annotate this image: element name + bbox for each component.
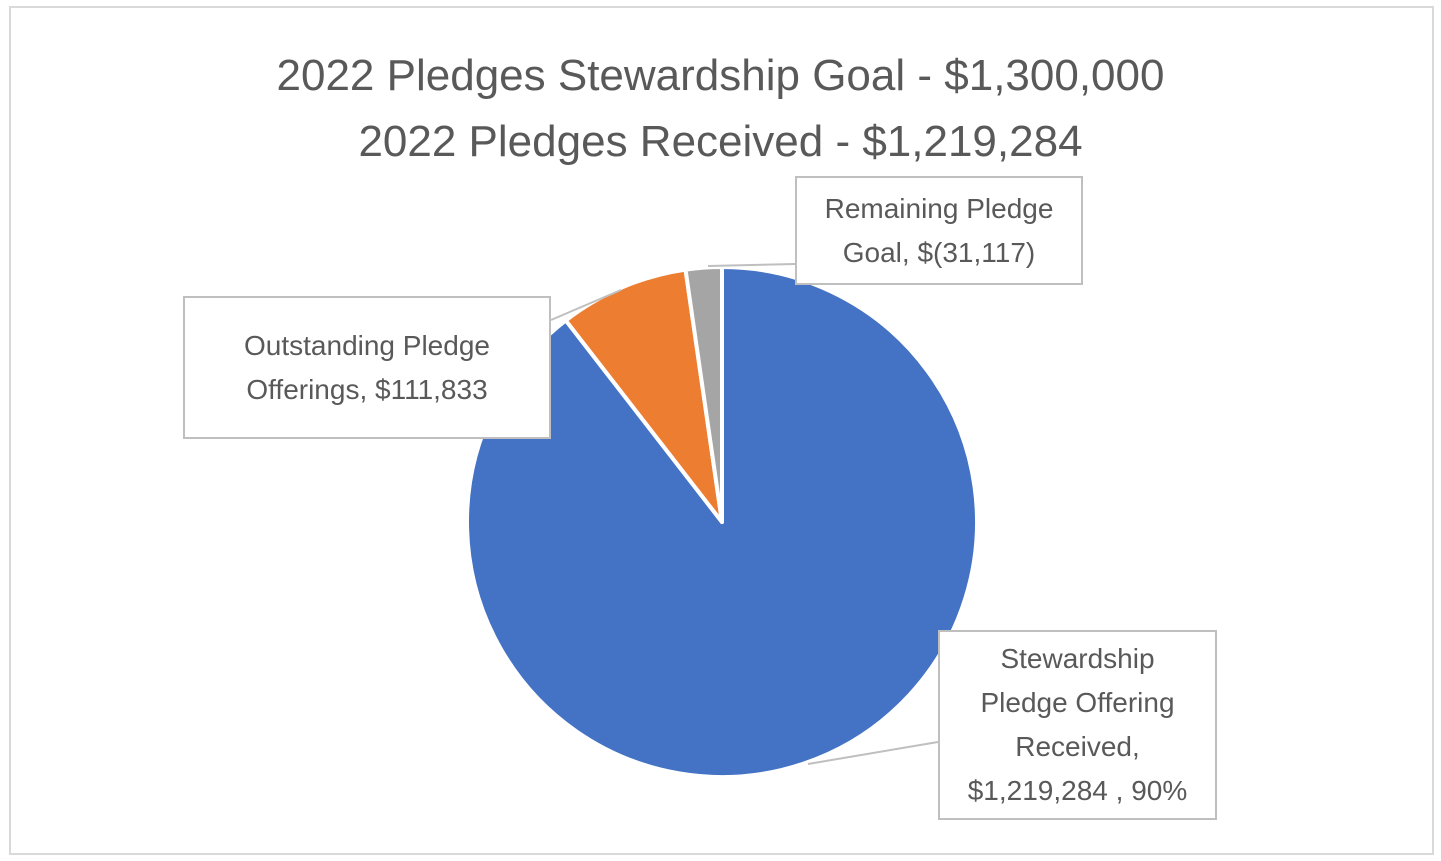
- data-label-outstanding: Outstanding Pledge Offerings, $111,833: [183, 296, 551, 439]
- leader-line-remaining: [707, 263, 796, 267]
- data-label-line: $1,219,284 , 90%: [967, 775, 1188, 806]
- leader-line-outstanding: [550, 289, 622, 321]
- chart-title-line-1: 2022 Pledges Stewardship Goal - $1,300,0…: [276, 51, 1165, 100]
- pie-slice-remaining: [683, 265, 724, 524]
- chart-title-line-2: 2022 Pledges Received - $1,219,284: [358, 117, 1083, 166]
- data-label-remaining: Remaining Pledge Goal, $(31,117): [795, 176, 1083, 285]
- data-label-line: Pledge Offering: [980, 687, 1175, 718]
- pie-slice-outstanding: [563, 267, 724, 524]
- data-label-line: Stewardship: [1000, 643, 1155, 674]
- data-label-line: Outstanding Pledge: [244, 329, 490, 361]
- data-label-received: Stewardship Pledge Offering Received, $1…: [938, 630, 1217, 820]
- leader-line-received: [807, 741, 939, 765]
- data-label-line: Offerings, $111,833: [246, 373, 488, 405]
- data-label-line: Remaining Pledge: [824, 192, 1054, 224]
- data-label-line: Goal, $(31,117): [842, 236, 1036, 268]
- data-label-line: Received,: [1015, 731, 1140, 762]
